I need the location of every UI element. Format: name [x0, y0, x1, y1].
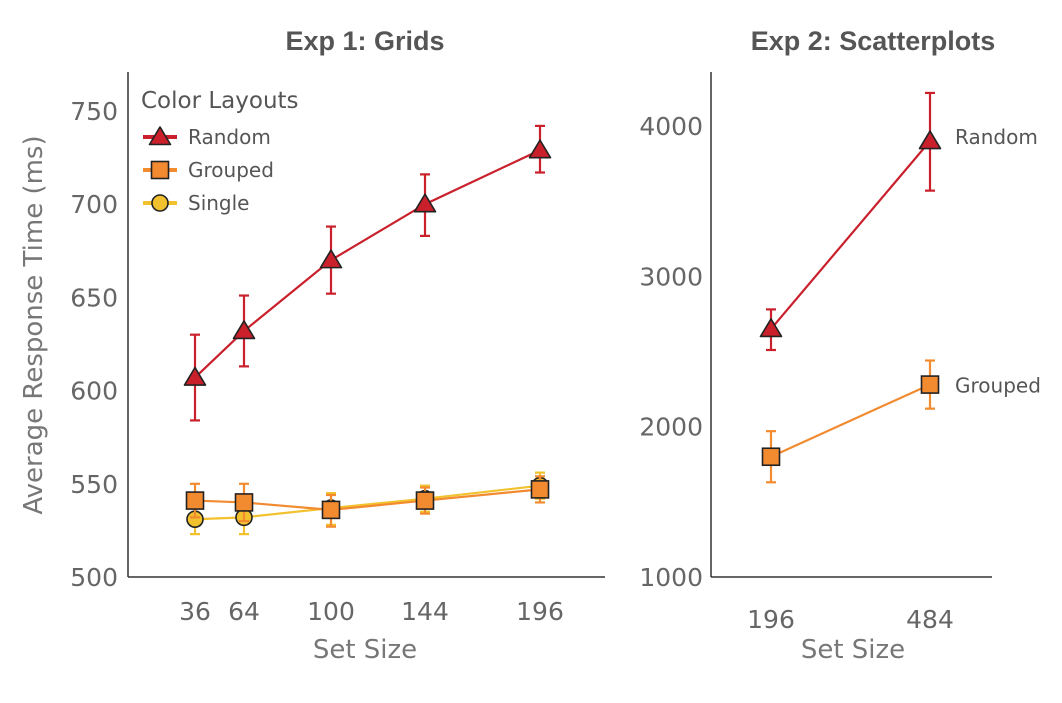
legend-marker: [151, 194, 169, 212]
data-point: [413, 193, 437, 213]
legend-label: Single: [188, 191, 249, 215]
series-group: [183, 124, 552, 536]
data-point: [234, 493, 254, 512]
y-ticks: 1000 2000 3000 4000: [639, 112, 703, 592]
series-label: Grouped: [955, 374, 1041, 398]
legend-entries: Random Grouped Single: [143, 125, 274, 215]
y-tick-label: 500: [70, 563, 118, 592]
y-tick-label: 1000: [639, 563, 703, 592]
x-tick-label: 484: [906, 605, 954, 634]
y-tick-label: 750: [70, 97, 118, 126]
data-point: [918, 130, 942, 150]
data-point: [319, 249, 343, 269]
legend-marker: [148, 126, 172, 146]
panel-exp1-grids: Exp 1: Grids Average Response Time (ms) …: [19, 26, 605, 665]
x-axis-label: Set Size: [313, 635, 417, 665]
x-tick-label: 64: [228, 597, 260, 626]
series-grouped: [761, 359, 940, 484]
x-tick-label: 196: [747, 605, 795, 634]
data-point: [759, 318, 783, 338]
data-point: [530, 480, 550, 499]
series-grouped: [185, 475, 550, 528]
y-tick-label: 650: [70, 283, 118, 312]
data-point: [528, 139, 552, 159]
legend-marker: [150, 160, 170, 180]
series-labels: Random Grouped: [955, 125, 1041, 398]
data-point: [761, 447, 781, 467]
panel-exp2-scatterplots: Exp 2: Scatterplots Set Size 1000 2000 300…: [639, 26, 1041, 665]
y-ticks: 500 550 600 650 700 750: [70, 97, 118, 592]
legend-label: Grouped: [188, 158, 274, 182]
x-tick-label: 100: [307, 597, 355, 626]
series-random: [759, 91, 942, 352]
y-tick-label: 4000: [639, 112, 703, 141]
series-group: [759, 91, 942, 484]
data-point: [321, 500, 341, 520]
x-axis-label: Set Size: [801, 635, 905, 665]
series-label: Random: [955, 125, 1038, 149]
series-line: [770, 383, 931, 458]
legend-label: Random: [188, 125, 271, 149]
legend-title: Color Layouts: [141, 88, 299, 114]
y-tick-label: 600: [70, 377, 118, 406]
x-tick-label: 196: [516, 597, 564, 626]
data-point: [185, 491, 205, 510]
y-tick-label: 550: [70, 470, 118, 499]
x-ticks: 36 64 100 144 196: [179, 597, 564, 626]
chart-title: Exp 2: Scatterplots: [751, 26, 996, 56]
y-axis-label: Average Response Time (ms): [19, 135, 49, 514]
y-tick-label: 700: [70, 190, 118, 219]
data-point: [415, 491, 435, 510]
series-line: [770, 140, 931, 330]
data-point: [183, 366, 207, 386]
y-tick-label: 2000: [639, 413, 703, 442]
series-line: [194, 149, 541, 379]
data-point: [232, 320, 256, 340]
legend: Color Layouts Random Grouped Single: [141, 88, 299, 215]
data-point: [920, 375, 940, 394]
x-tick-label: 36: [179, 597, 211, 626]
chart-title: Exp 1: Grids: [285, 26, 444, 56]
x-tick-label: 144: [401, 597, 449, 626]
y-tick-label: 3000: [639, 262, 703, 291]
x-ticks: 196 484: [747, 605, 954, 634]
series-random: [183, 124, 552, 422]
